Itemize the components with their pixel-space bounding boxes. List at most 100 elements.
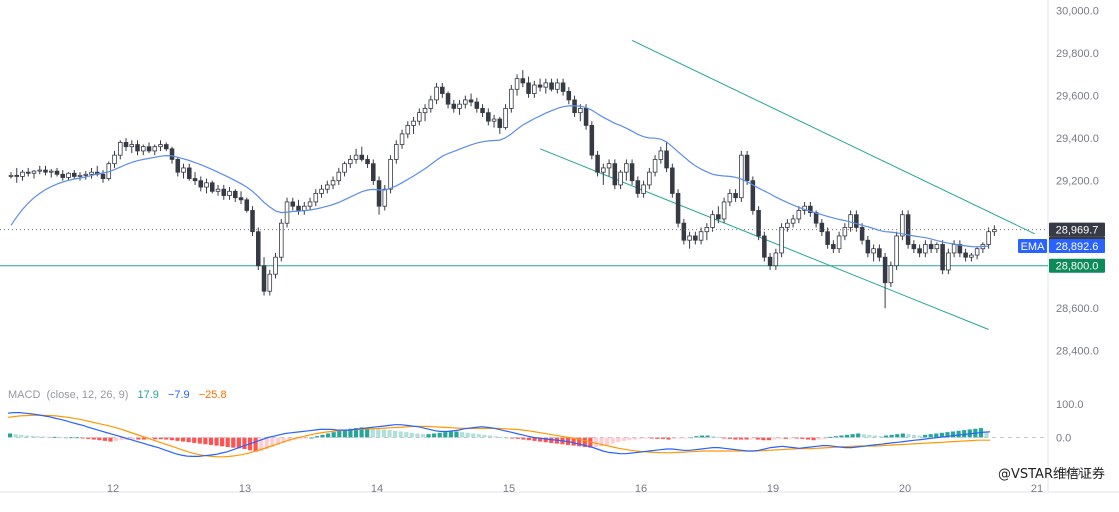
candle-body bbox=[681, 222, 687, 241]
macd-hist-bar bbox=[35, 436, 41, 438]
macd-hist-bar bbox=[727, 437, 732, 439]
candle-body bbox=[480, 108, 485, 114]
price-tick-label: 29,400.0 bbox=[1056, 133, 1099, 145]
macd-hist-bar bbox=[934, 433, 939, 438]
candle-body bbox=[842, 227, 848, 237]
candle-body bbox=[560, 82, 566, 92]
macd-hist-bar bbox=[387, 430, 392, 438]
macd-hist-bar bbox=[621, 437, 626, 441]
macd-hist-bar bbox=[158, 437, 163, 440]
macd-hist-bar bbox=[906, 434, 911, 438]
price-tick-label: 29,800.0 bbox=[1056, 48, 1099, 60]
macd-hist-bar bbox=[86, 437, 91, 439]
macd-hist-bar bbox=[348, 428, 353, 438]
candle-body bbox=[313, 193, 319, 203]
macd-hist-bar bbox=[19, 434, 24, 438]
macd-hist-bar bbox=[153, 437, 158, 440]
macd-legend[interactable]: MACD (close, 12, 26, 9) 17.9 −7.9 −25.8 bbox=[8, 389, 227, 401]
candle-body bbox=[825, 231, 830, 245]
ema-badge bbox=[1018, 239, 1047, 254]
candle-body bbox=[739, 154, 744, 199]
macd-hist-bar bbox=[722, 437, 727, 439]
candle-body bbox=[169, 148, 175, 160]
time-tick-label: 20 bbox=[899, 483, 911, 495]
price-axis: 30,000.0 29,800.0 29,600.0 29,400.0 29,200.0… bbox=[1056, 6, 1099, 358]
macd-hist-bar bbox=[844, 434, 850, 438]
candle-body bbox=[882, 256, 888, 284]
macd-hist-bar bbox=[599, 437, 604, 447]
candle-body bbox=[532, 84, 537, 94]
macd-hist-bar bbox=[917, 435, 922, 438]
candle-body bbox=[336, 171, 342, 182]
candle-body bbox=[917, 248, 922, 254]
macd-hist-bar bbox=[532, 437, 537, 441]
macd-signal-value: −25.8 bbox=[199, 389, 227, 401]
macd-hist-bar bbox=[755, 437, 760, 440]
candle-body bbox=[779, 227, 784, 254]
candle-body bbox=[43, 169, 48, 173]
macd-hist-bar bbox=[465, 432, 470, 438]
candle-body bbox=[227, 190, 232, 196]
macd-hist-bar bbox=[526, 437, 532, 441]
candle-body bbox=[963, 252, 968, 258]
macd-line-value: −7.9 bbox=[168, 389, 190, 401]
candle-body bbox=[675, 193, 681, 224]
macd-hist-bar bbox=[872, 435, 878, 438]
macd-legend-params: close, 12, 26, 9 bbox=[50, 389, 125, 401]
price-tag bbox=[1049, 239, 1105, 254]
candle-body bbox=[89, 171, 94, 175]
candle-body bbox=[612, 163, 618, 186]
macd-hist-bar bbox=[711, 436, 716, 438]
macd-hist-bar bbox=[638, 437, 643, 439]
macd-hist-bar bbox=[415, 433, 420, 438]
macd-hist-bar bbox=[326, 433, 331, 438]
candle-body bbox=[796, 210, 802, 220]
candle-body bbox=[296, 205, 301, 211]
macd-hist-bar bbox=[766, 437, 772, 441]
macd-hist-bar bbox=[950, 431, 956, 438]
macd-hist-bar bbox=[945, 432, 950, 438]
macd-hist-bar bbox=[833, 436, 838, 438]
candle-body bbox=[503, 108, 508, 128]
candle-body bbox=[888, 265, 894, 284]
candle-body bbox=[624, 163, 629, 173]
candle-body bbox=[192, 178, 198, 182]
candle-body bbox=[445, 93, 451, 105]
candle-body bbox=[112, 154, 117, 165]
macd-hist-bar bbox=[30, 435, 35, 438]
candle-body bbox=[491, 118, 497, 122]
macd-hist-bar bbox=[426, 434, 431, 438]
candle-body bbox=[468, 99, 474, 103]
candle-body bbox=[273, 256, 278, 275]
macd-hist-bar bbox=[97, 437, 102, 441]
price-tick-label: 29,600.0 bbox=[1056, 91, 1099, 103]
candle-body bbox=[727, 193, 733, 203]
candle-body bbox=[986, 231, 991, 245]
candle-body bbox=[819, 222, 825, 233]
macd-hist-bar bbox=[164, 437, 169, 440]
macd-hist-bar bbox=[175, 437, 180, 441]
candle-body bbox=[66, 172, 71, 178]
macd-tick-label: −100.0 bbox=[1056, 466, 1090, 478]
candle-body bbox=[405, 125, 411, 135]
candle-body bbox=[946, 252, 951, 271]
macd-hist-bar bbox=[264, 437, 269, 449]
candle-body bbox=[865, 239, 871, 254]
macd-hist-bar bbox=[738, 437, 744, 440]
candle-body bbox=[687, 235, 692, 241]
candle-body bbox=[601, 167, 606, 173]
candle-body bbox=[992, 229, 997, 233]
macd-hist-bar bbox=[499, 436, 504, 438]
candle-body bbox=[894, 235, 899, 267]
candle-body bbox=[463, 99, 468, 105]
candle-body bbox=[951, 244, 957, 254]
macd-hist-bar bbox=[671, 437, 677, 439]
macd-hist-bar bbox=[582, 437, 587, 447]
macd-hist-bar bbox=[141, 437, 147, 440]
candle-body bbox=[198, 180, 204, 188]
macd-hist-bar bbox=[52, 436, 57, 438]
macd-hist-bar bbox=[705, 435, 710, 438]
time-axis: 12 13 14 15 16 19 20 21 bbox=[107, 483, 1043, 495]
macd-hist-bar bbox=[627, 437, 632, 441]
candle-body bbox=[233, 190, 238, 199]
